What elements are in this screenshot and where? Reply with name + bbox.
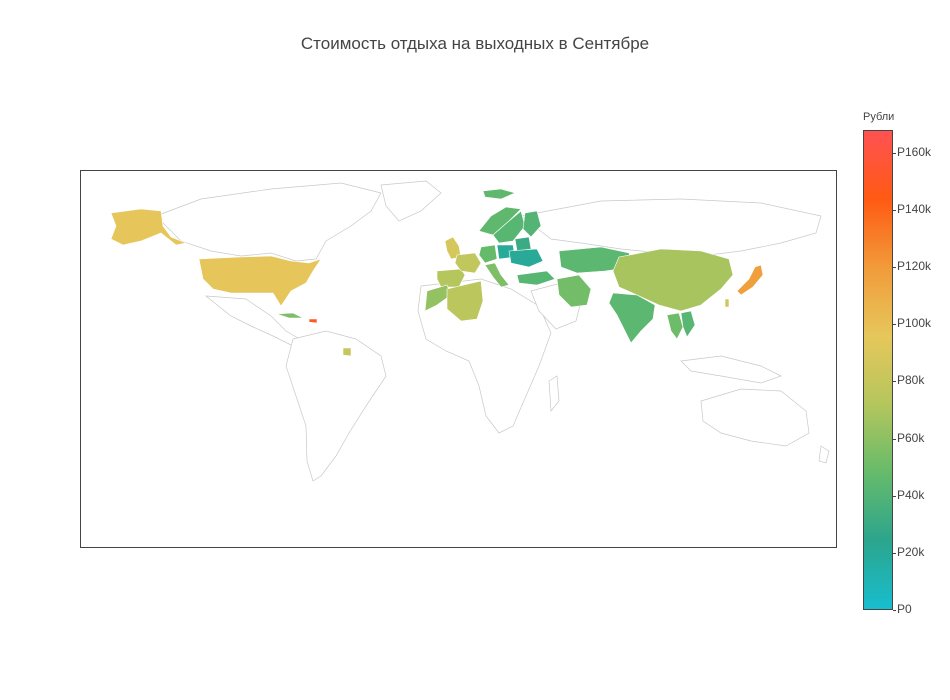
colorbar-tick-mark — [893, 152, 896, 154]
colorbar-tick-label: P80k — [897, 373, 925, 388]
country-morocco[interactable] — [424, 284, 452, 312]
country-china[interactable] — [612, 248, 734, 312]
colorbar-tick-mark — [893, 610, 896, 611]
colorbar-tick-mark — [893, 381, 896, 383]
country-france[interactable] — [454, 252, 482, 274]
country-taiwan[interactable] — [724, 298, 730, 308]
country-vietnam[interactable] — [680, 310, 696, 338]
world-map — [110, 180, 830, 482]
no-data-land — [155, 180, 830, 482]
country-japan[interactable] — [736, 264, 764, 296]
country-germany[interactable] — [478, 244, 498, 264]
colorbar — [863, 130, 893, 610]
colorbar-tick-label: P40k — [897, 487, 925, 502]
country-iran[interactable] — [556, 274, 592, 308]
country-layer — [110, 188, 764, 357]
colorbar-tick-label: P0 — [897, 602, 912, 616]
country-alaska[interactable] — [110, 208, 188, 246]
colorbar-tick-mark — [893, 324, 896, 326]
colorbar-tick-mark — [893, 267, 896, 269]
chart-title: Стоимость отдыха на выходных в Сентябре — [300, 34, 650, 53]
colorbar-tick-label: P160k — [897, 144, 932, 159]
country-turkey[interactable] — [516, 270, 556, 286]
map-frame — [80, 170, 837, 548]
colorbar-tick-mark — [893, 438, 896, 440]
colorbar-tick-label: P100k — [897, 316, 932, 331]
country-thailand[interactable] — [666, 312, 684, 340]
colorbar-tick-mark — [893, 495, 896, 497]
colorbar-tick-mark — [893, 210, 896, 211]
country-belarus[interactable] — [514, 236, 532, 252]
country-india[interactable] — [608, 292, 656, 344]
country-united-states[interactable] — [198, 255, 322, 307]
country-finland[interactable] — [522, 210, 542, 238]
country-algeria[interactable] — [446, 280, 484, 322]
colorbar-tick-label: P120k — [897, 259, 932, 274]
colorbar-tick-label: P140k — [897, 202, 932, 216]
country-suriname[interactable] — [342, 347, 352, 357]
country-ukraine[interactable] — [508, 248, 544, 268]
country-iceland[interactable] — [482, 188, 516, 200]
colorbar-tick-label: P60k — [897, 430, 925, 445]
colorbar-tick-mark — [893, 552, 896, 554]
country-cuba[interactable] — [276, 312, 304, 319]
country-italy[interactable] — [484, 262, 510, 288]
colorbar-title: Рубли — [863, 111, 895, 123]
country-dominican-republic[interactable] — [308, 318, 318, 324]
colorbar-tick-label: P20k — [897, 544, 925, 559]
